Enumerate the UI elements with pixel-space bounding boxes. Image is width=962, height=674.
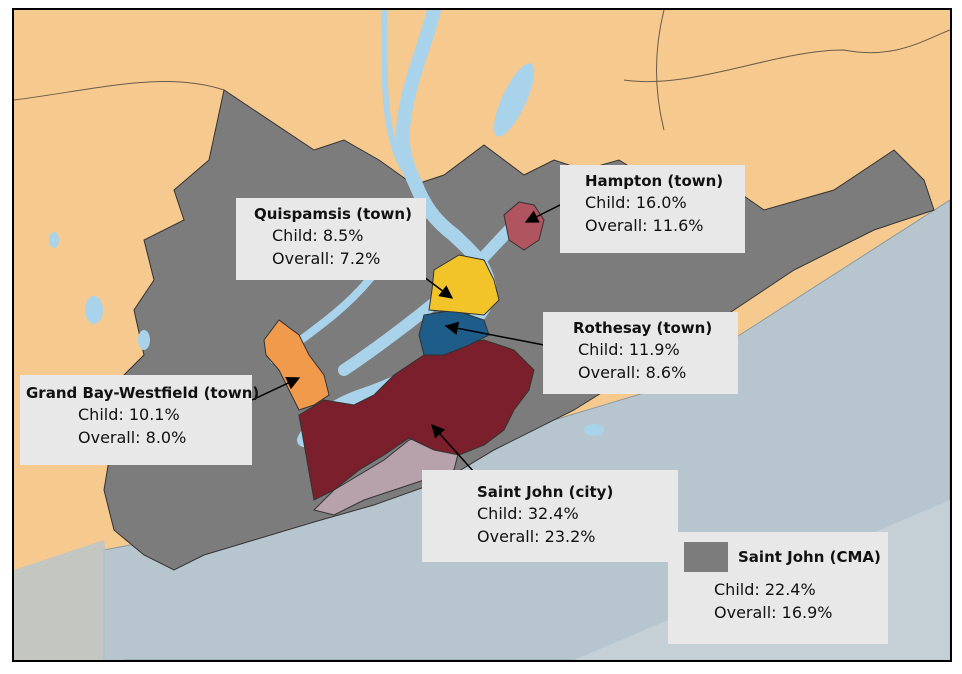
rothesay-child-rate: Child: 11.9% <box>578 340 680 359</box>
grand-bay-westfield-arrow <box>251 377 301 401</box>
saint-john-cma-label: Saint John (CMA) Child: 22.4% Overall: 1… <box>668 532 888 644</box>
lake-3 <box>138 330 150 350</box>
hampton-overall-rate: Overall: 11.6% <box>585 216 704 235</box>
saint-john-city-label: Saint John (city) Child: 32.4% Overall: … <box>422 470 678 562</box>
saint-john-city-arrow <box>431 423 475 473</box>
coastal-shelf <box>14 540 124 660</box>
quispamsis-title: Quispamsis (town) <box>254 205 412 223</box>
county-boundary-north <box>14 10 950 131</box>
cma-legend-swatch <box>684 542 728 572</box>
saint-john-cma-overall-rate: Overall: 16.9% <box>714 603 833 622</box>
saint-john-city-overall-rate: Overall: 23.2% <box>477 527 596 546</box>
rothesay-title: Rothesay (town) <box>573 319 713 337</box>
quispamsis-label: Quispamsis (town) Child: 8.5% Overall: 7… <box>236 198 426 280</box>
grand-bay-westfield-child-rate: Child: 10.1% <box>78 405 180 424</box>
grand-bay-westfield-region <box>263 319 330 411</box>
saint-john-city-title: Saint John (city) <box>477 483 614 501</box>
river-branch-north <box>381 10 419 188</box>
grand-bay-westfield-overall-rate: Overall: 8.0% <box>78 428 187 447</box>
lake-5 <box>584 424 604 436</box>
hampton-child-rate: Child: 16.0% <box>585 193 687 212</box>
saint-john-cma-title: Saint John (CMA) <box>738 548 881 566</box>
rothesay-arrow <box>444 321 545 346</box>
lake-1 <box>493 63 535 137</box>
lake-2 <box>85 296 103 324</box>
saint-john-river <box>297 10 497 447</box>
grand-bay-westfield-title: Grand Bay-Westfield (town) <box>26 384 260 402</box>
saint-john-city-child-rate: Child: 32.4% <box>477 504 579 523</box>
quispamsis-overall-rate: Overall: 7.2% <box>272 249 381 268</box>
quispamsis-child-rate: Child: 8.5% <box>272 226 364 245</box>
saint-john-cma-child-rate: Child: 22.4% <box>714 580 816 599</box>
hampton-label: Hampton (town) Child: 16.0% Overall: 11.… <box>560 165 745 253</box>
quispamsis-region <box>428 254 500 316</box>
grand-bay-westfield-label: Grand Bay-Westfield (town) Child: 10.1% … <box>20 375 260 465</box>
hampton-title: Hampton (town) <box>585 172 724 190</box>
saint-john-city-region <box>298 339 535 501</box>
rothesay-overall-rate: Overall: 8.6% <box>578 363 687 382</box>
rothesay-label: Rothesay (town) Child: 11.9% Overall: 8.… <box>543 312 738 394</box>
lake-4 <box>49 232 59 248</box>
